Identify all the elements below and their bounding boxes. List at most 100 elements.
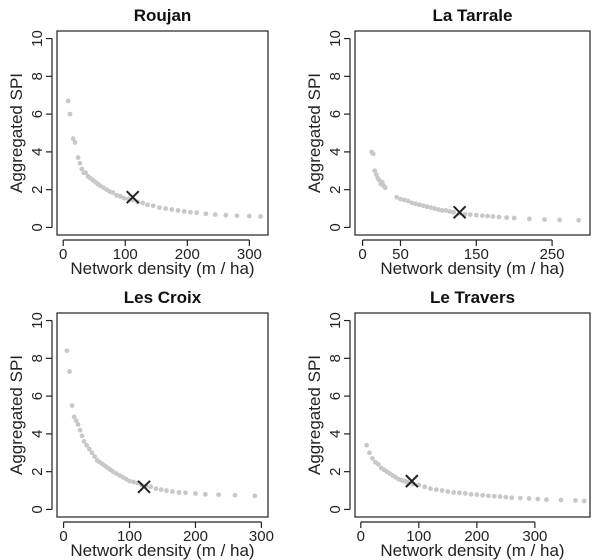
x-tick-label: 100 — [113, 246, 138, 263]
data-point — [258, 214, 263, 219]
x-tick-label: 200 — [464, 528, 489, 545]
data-point — [83, 170, 88, 176]
data-point — [364, 442, 370, 448]
data-point — [504, 215, 510, 221]
highlight-marker-stroke — [137, 480, 151, 494]
chart-title: Roujan — [134, 6, 192, 25]
data-point — [491, 493, 497, 499]
x-tick-label: 150 — [464, 246, 489, 263]
data-point — [409, 200, 415, 206]
data-point — [468, 491, 474, 497]
data-point — [92, 454, 97, 459]
data-point — [451, 490, 457, 495]
y-tick-label: 10 — [29, 312, 46, 329]
data-point — [64, 348, 70, 354]
data-point — [373, 172, 379, 177]
x-tick-label: 250 — [540, 246, 565, 263]
data-point — [81, 439, 87, 444]
data-point — [121, 195, 127, 201]
x-axis-label: Network density (m / ha) — [380, 541, 564, 560]
data-point — [77, 160, 83, 166]
x-axis-label: Network density (m / ha) — [380, 259, 564, 278]
data-point — [433, 487, 439, 493]
data-point — [486, 493, 491, 499]
x-tick-label: 0 — [357, 528, 365, 545]
data-point — [131, 479, 136, 485]
data-point — [517, 495, 523, 501]
chart-title: Le Travers — [430, 288, 515, 307]
data-point — [398, 196, 403, 202]
data-point — [223, 212, 229, 218]
data-point — [72, 140, 78, 145]
data-point — [183, 490, 188, 496]
y-tick-label: 0 — [29, 223, 46, 231]
data-point — [457, 490, 462, 496]
data-point — [370, 456, 375, 461]
data-point — [451, 209, 456, 215]
highlight-marker — [137, 480, 151, 494]
data-point — [394, 194, 400, 200]
data-point — [496, 214, 502, 220]
data-point — [473, 212, 479, 218]
data-point — [544, 497, 549, 503]
y-tick-label: 4 — [29, 430, 46, 438]
data-point — [202, 491, 208, 497]
data-point — [428, 205, 434, 211]
y-tick-label: 0 — [327, 223, 344, 231]
plot-frame — [56, 312, 269, 518]
data-point — [479, 213, 485, 219]
data-point — [526, 216, 532, 222]
data-point — [432, 206, 437, 211]
data-point — [89, 450, 95, 456]
data-point — [181, 208, 187, 214]
x-axis-label: Network density (m / ha) — [70, 259, 254, 278]
data-point — [424, 204, 430, 210]
plot-frame — [354, 312, 591, 518]
data-point — [169, 207, 175, 212]
data-point — [558, 497, 564, 503]
data-point — [405, 198, 411, 204]
data-point — [535, 496, 541, 502]
y-tick-label: 8 — [29, 72, 46, 80]
x-tick-label: 0 — [59, 246, 67, 263]
data-point — [379, 179, 385, 185]
data-point — [77, 427, 83, 433]
data-point — [428, 486, 433, 492]
data-point — [114, 192, 119, 198]
data-point — [445, 489, 451, 494]
y-tick-label: 6 — [327, 110, 344, 118]
data-point — [372, 168, 378, 174]
highlight-marker — [126, 190, 140, 204]
data-point — [462, 490, 468, 496]
data-point — [110, 190, 116, 195]
x-tick-label: 100 — [406, 528, 431, 545]
data-point — [234, 213, 240, 219]
data-point — [67, 369, 72, 374]
data-point — [127, 478, 132, 484]
data-point — [557, 217, 563, 223]
data-point — [153, 486, 159, 492]
data-point — [163, 206, 169, 211]
data-point — [148, 484, 154, 490]
data-point — [193, 490, 198, 496]
data-point — [145, 202, 151, 208]
data-point — [420, 203, 426, 209]
data-point — [573, 497, 578, 503]
x-tick-label: 100 — [117, 528, 142, 545]
data-point — [252, 493, 258, 499]
data-point — [65, 98, 71, 104]
chart-title: Les Croix — [124, 288, 202, 307]
data-point — [150, 203, 156, 209]
data-point — [485, 213, 491, 219]
highlight-marker — [452, 205, 467, 220]
highlight-marker-stroke — [405, 474, 419, 488]
data-point — [140, 200, 146, 206]
y-tick-label: 10 — [327, 312, 344, 329]
data-point — [117, 193, 123, 199]
data-point — [176, 490, 182, 495]
data-point — [75, 155, 81, 160]
highlight-marker-stroke — [452, 205, 467, 220]
y-axis-label: Aggregated SPI — [305, 355, 324, 475]
